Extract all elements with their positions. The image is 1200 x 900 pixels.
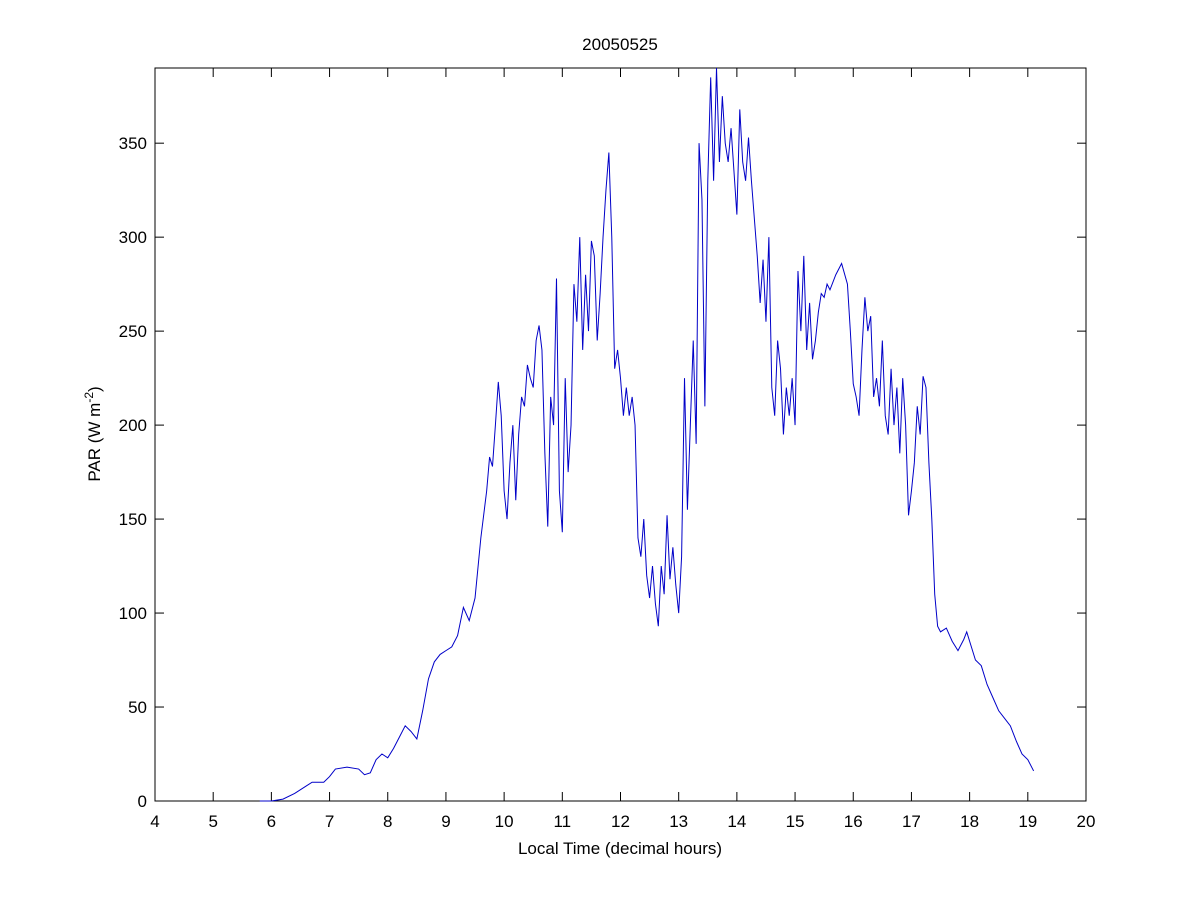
y-axis-label: PAR (W m-2) (82, 386, 104, 481)
x-tick-label: 7 (325, 812, 334, 831)
x-tick-label: 20 (1077, 812, 1096, 831)
y-label-end: ) (85, 386, 104, 392)
x-tick-label: 4 (150, 812, 159, 831)
y-tick-label: 50 (128, 698, 147, 717)
x-tick-label: 6 (267, 812, 276, 831)
x-tick-label: 11 (553, 812, 571, 831)
x-tick-label: 9 (441, 812, 450, 831)
x-tick-label: 5 (208, 812, 217, 831)
y-tick-label: 100 (119, 604, 147, 623)
x-tick-label: 19 (1018, 812, 1037, 831)
y-tick-label: 300 (119, 228, 147, 247)
x-axis-label: Local Time (decimal hours) (518, 839, 722, 858)
x-tick-label: 12 (611, 812, 630, 831)
y-tick-label: 150 (119, 510, 147, 529)
x-tick-label: 16 (844, 812, 863, 831)
x-tick-label: 10 (495, 812, 514, 831)
y-label-text: PAR (W m (85, 403, 104, 482)
y-tick-label: 250 (119, 322, 147, 341)
x-tick-label: 13 (669, 812, 688, 831)
y-tick-label: 200 (119, 416, 147, 435)
x-tick-label: 15 (786, 812, 805, 831)
data-line (259, 67, 1035, 802)
y-label-sup: -2 (82, 392, 96, 403)
y-tick-label: 0 (138, 792, 147, 811)
y-tick-label: 350 (119, 134, 147, 153)
x-tick-label: 8 (383, 812, 392, 831)
chart-title: 20050525 (582, 35, 658, 54)
x-tick-label: 14 (727, 812, 746, 831)
x-tick-label: 17 (902, 812, 921, 831)
x-tick-label: 18 (960, 812, 979, 831)
